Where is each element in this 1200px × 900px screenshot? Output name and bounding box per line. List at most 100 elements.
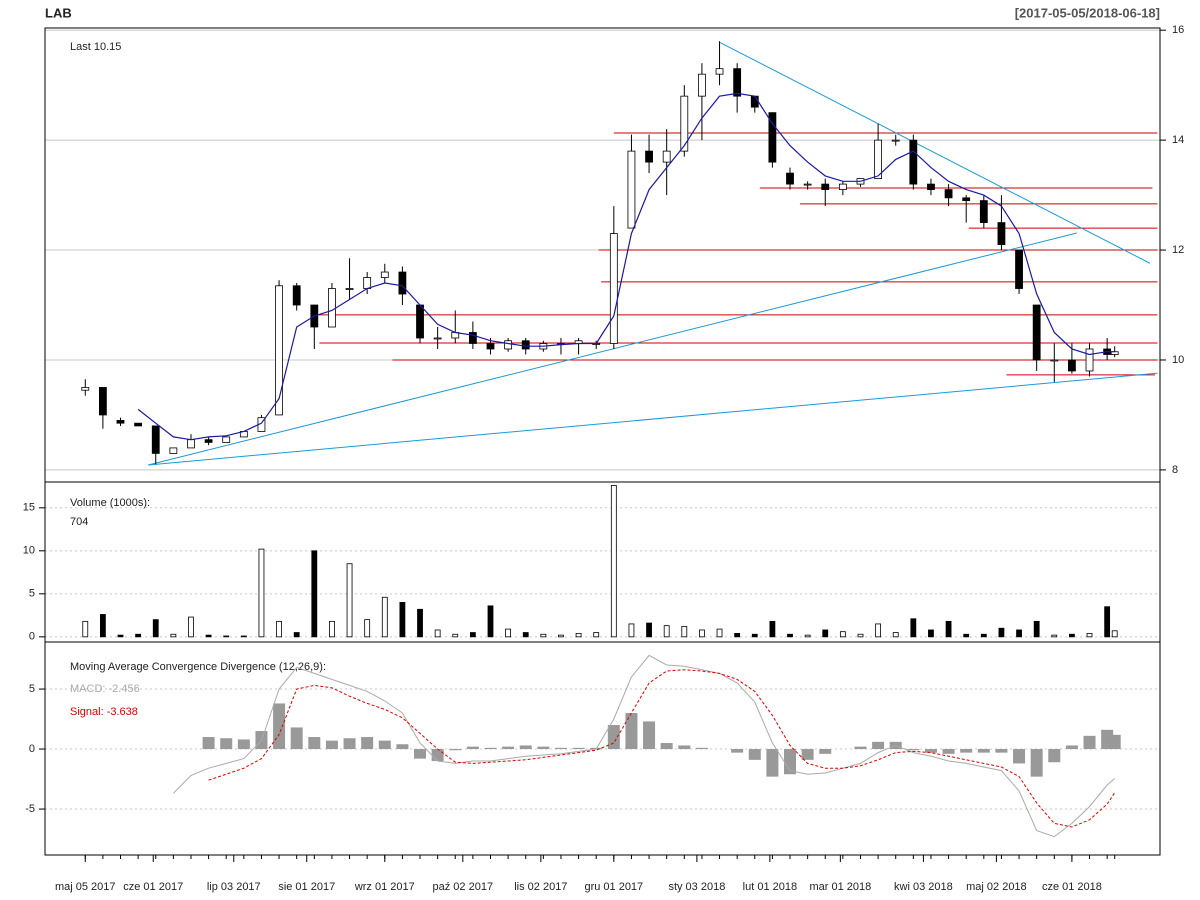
volume-bar: [699, 629, 705, 638]
histogram-bar: [572, 747, 585, 750]
volume-bar: [223, 635, 230, 638]
volume-bar: [751, 633, 758, 638]
volume-bar: [628, 623, 635, 638]
volume-bar: [575, 632, 582, 638]
volume-bar: [663, 625, 670, 638]
candle-body: [1068, 359, 1076, 372]
candle-body: [874, 139, 883, 180]
volume-bar: [769, 620, 776, 638]
x-tick-label: mar 01 2018: [809, 881, 871, 893]
volume-bar: [558, 634, 564, 638]
volume-bar: [839, 631, 846, 638]
histogram-bar: [1108, 734, 1121, 750]
volume-title: Volume (1000s):: [70, 497, 150, 509]
histogram-bar: [308, 737, 321, 750]
y-tick-label: 8: [1172, 464, 1178, 476]
volume-bar: [857, 633, 864, 638]
candle-body: [275, 285, 283, 416]
y-tick-label: 10: [1172, 354, 1184, 366]
trend-line: [719, 41, 1151, 264]
candle-body: [821, 183, 830, 190]
candle-body: [468, 332, 477, 344]
candle-body: [116, 420, 125, 424]
volume-bar: [258, 548, 265, 638]
histogram-bar: [625, 713, 638, 750]
plot-layer: 8 10 12 14 16 0 5 10 15 -5 0 5 maj 05 2017 cze 01 201…: [23, 24, 1185, 893]
volume-bar: [99, 614, 106, 638]
volume-bar: [593, 632, 600, 638]
histogram-bar: [660, 743, 673, 750]
candle-body: [151, 425, 160, 454]
candle-body: [909, 139, 918, 185]
volume-bar: [1016, 629, 1022, 638]
candle-body: [786, 172, 794, 185]
histogram-bar: [942, 749, 955, 754]
volume-bar: [787, 633, 793, 638]
candle-body: [345, 288, 354, 290]
histogram-bar: [695, 747, 708, 750]
histogram-bar: [607, 725, 620, 750]
volume-bar: [381, 596, 388, 638]
x-tick-label: maj 02 2018: [966, 881, 1027, 893]
volume-bar: [469, 632, 476, 638]
candle-body: [698, 73, 706, 97]
histogram-bar: [995, 749, 1008, 753]
x-tick-label: sie 01 2017: [278, 881, 335, 893]
x-tick-label: gru 01 2017: [584, 881, 643, 893]
volume-bar: [734, 632, 741, 638]
candle-body: [645, 150, 653, 163]
histogram-bar: [414, 749, 427, 759]
volume-bar: [329, 620, 335, 638]
volume-bar: [963, 633, 970, 638]
histogram-bar: [466, 746, 479, 750]
candle-body: [1032, 304, 1041, 361]
y-tick-label: 10: [23, 545, 35, 557]
x-tick-label: sty 03 2018: [668, 881, 725, 893]
histogram-bar: [1030, 749, 1043, 777]
volume-bar: [1104, 606, 1111, 638]
histogram-bar: [325, 740, 338, 750]
candle-body: [134, 422, 143, 427]
y-tick-label: 0: [29, 631, 35, 643]
candle-body: [169, 447, 178, 454]
histogram-bar: [537, 746, 550, 750]
volume-bar: [928, 629, 934, 638]
y-tick-label: 14: [1172, 134, 1184, 146]
date-range: [2017-05-05/2018-06-18]: [1015, 5, 1160, 20]
histogram-bar: [378, 740, 391, 750]
moving-average: [137, 92, 1115, 441]
volume-bar: [522, 632, 529, 638]
candle-body: [504, 340, 513, 350]
candle-body: [398, 271, 407, 295]
y-tick-label: 0: [29, 743, 35, 755]
histogram-bar: [924, 749, 937, 753]
y-tick-label: 15: [23, 502, 35, 514]
candle-body: [1015, 249, 1023, 289]
y-tick-label: 5: [29, 683, 35, 695]
candle-body: [486, 343, 495, 350]
volume-bar: [82, 620, 89, 638]
candle-body: [715, 68, 724, 75]
histogram-bar: [766, 749, 779, 777]
candle-body: [1050, 359, 1059, 362]
histogram-bar: [502, 746, 515, 750]
candle-body: [927, 183, 935, 190]
volume-bar: [804, 634, 811, 638]
macd-title: Moving Average Convergence Divergence (1…: [70, 661, 326, 673]
x-tick-label: wrz 01 2017: [354, 881, 415, 893]
volume-bar: [681, 626, 688, 638]
volume-bar: [170, 633, 177, 638]
volume-bar: [364, 619, 371, 638]
candle-body: [680, 95, 689, 152]
candle-body: [662, 150, 671, 163]
volume-bar: [346, 563, 353, 638]
candle-body: [292, 285, 301, 306]
histogram-bar: [431, 749, 444, 762]
volume-bar: [399, 602, 406, 638]
candle-body: [627, 150, 636, 229]
volume-bar: [1111, 630, 1118, 638]
candle-body: [997, 222, 1006, 245]
candle-body: [328, 288, 336, 328]
volume-bar: [1086, 632, 1093, 638]
volume-bar: [311, 550, 318, 638]
